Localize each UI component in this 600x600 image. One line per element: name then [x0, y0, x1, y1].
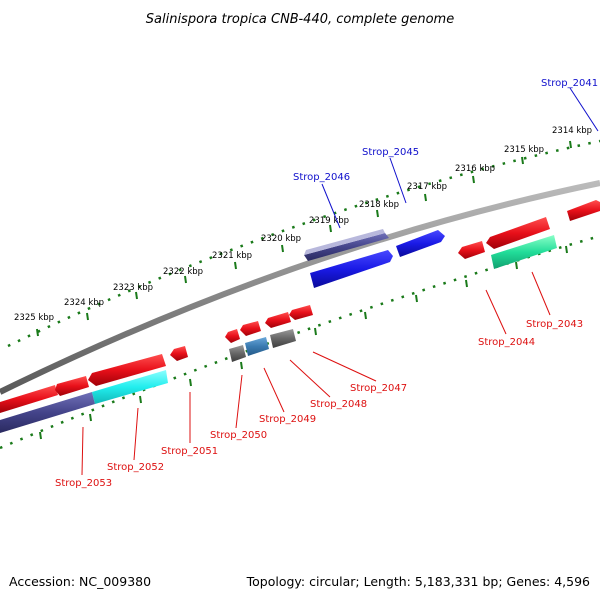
gene-label: Strop_2041: [541, 78, 598, 89]
leader-line: [289, 359, 331, 398]
gene-label: Strop_2052: [107, 462, 164, 473]
gene-label: Strop_2047: [350, 383, 407, 394]
gene-feature-red: [567, 200, 600, 221]
gene-feature-dark: [304, 233, 389, 261]
tick-label: 2315 kbp: [504, 145, 544, 155]
topology-summary-text: Topology: circular; Length: 5,183,331 bp…: [246, 574, 590, 589]
outer-tick-ring: [7, 139, 600, 348]
tick-label: 2314 kbp: [552, 126, 592, 136]
tick-label: 2320 kbp: [261, 234, 301, 244]
gene-label: Strop_2053: [55, 478, 112, 489]
gene-feature-red: [0, 385, 58, 413]
leader-line: [312, 351, 377, 382]
reverse-gene-labels: Strop_2053 Strop_2052 Strop_2051 Strop_2…: [55, 271, 583, 489]
gene-feature-light: [304, 229, 385, 255]
gene-feature-steel: [245, 337, 269, 356]
tick-mark: [184, 275, 187, 284]
tick-labels: 2325 kbp 2324 kbp 2323 kbp 2322 kbp 2321…: [14, 126, 592, 323]
gene-feature-blue: [310, 250, 393, 288]
gene-feature-red: [486, 217, 550, 249]
tick-label: 2318 kbp: [359, 200, 399, 210]
tick-mark: [569, 140, 572, 149]
tick-label: 2324 kbp: [64, 298, 104, 308]
leader-line: [321, 183, 341, 229]
tick-mark: [364, 311, 367, 320]
tick-mark: [86, 312, 89, 321]
gene-feature-red: [225, 329, 240, 343]
leader-line: [133, 407, 139, 461]
gene-feature-gray: [229, 345, 246, 362]
gene-label: Strop_2050: [210, 430, 267, 441]
gene-feature-green: [491, 235, 557, 269]
tick-mark: [39, 431, 42, 440]
tick-mark: [521, 156, 524, 165]
tick-label: 2325 kbp: [14, 313, 54, 323]
tick-mark: [515, 261, 518, 270]
leader-line: [531, 271, 551, 316]
tick-mark: [36, 328, 39, 337]
gene-label: Strop_2045: [362, 147, 419, 158]
tick-mark: [139, 395, 142, 404]
tick-label: 2317 kbp: [407, 182, 447, 192]
gene-feature-gray: [270, 329, 296, 348]
reverse-strand-features: [0, 217, 557, 433]
leader-line: [569, 87, 599, 132]
leader-line: [263, 367, 285, 413]
tick-label: 2323 kbp: [113, 283, 153, 293]
genome-backbone: [0, 180, 600, 395]
gene-label: Strop_2049: [259, 414, 316, 425]
gene-feature-dark-blue: [0, 392, 95, 433]
tick-mark: [376, 209, 379, 218]
accession-text: Accession: NC_009380: [9, 574, 152, 589]
tick-mark: [135, 291, 138, 300]
leader-line: [81, 426, 84, 476]
tick-mark: [314, 327, 317, 336]
gene-feature-red: [170, 346, 188, 361]
tick-marks: [36, 140, 572, 440]
gene-label: Strop_2044: [478, 337, 535, 348]
tick-mark: [89, 413, 92, 422]
gene-label: Strop_2051: [161, 446, 218, 457]
tick-label: 2322 kbp: [163, 267, 203, 277]
tick-mark: [415, 294, 418, 303]
gene-label: Strop_2043: [526, 319, 583, 330]
gene-feature-red: [458, 241, 485, 259]
map-title: Salinispora tropica CNB-440, complete ge…: [146, 12, 454, 27]
leader-line: [485, 289, 507, 335]
gene-feature-red: [265, 312, 291, 328]
tick-mark: [329, 224, 332, 233]
tick-mark: [565, 245, 568, 254]
forward-gene-labels: Strop_2046 Strop_2045 Strop_2041: [293, 78, 599, 229]
gene-feature-red: [289, 305, 313, 320]
gene-feature-red: [55, 376, 89, 396]
tick-mark: [424, 193, 427, 202]
tick-mark: [234, 261, 237, 270]
tick-mark: [189, 378, 192, 387]
gene-label: Strop_2048: [310, 399, 367, 410]
tick-label: 2319 kbp: [309, 216, 349, 226]
gene-feature-red: [88, 354, 166, 386]
tick-label: 2321 kbp: [212, 251, 252, 261]
tick-label: 2316 kbp: [455, 164, 495, 174]
outer-tick-dots: [7, 139, 600, 348]
gene-feature-red: [240, 321, 261, 336]
leader-line: [235, 374, 243, 429]
forward-strand-features: [304, 200, 600, 288]
gene-feature-cyan: [92, 370, 168, 404]
tick-mark: [240, 361, 243, 370]
gene-feature-blue: [396, 230, 445, 257]
tick-mark: [281, 244, 284, 253]
gene-label: Strop_2046: [293, 172, 350, 183]
tick-mark: [465, 279, 468, 288]
tick-mark: [472, 175, 475, 184]
leader-line: [389, 157, 407, 204]
